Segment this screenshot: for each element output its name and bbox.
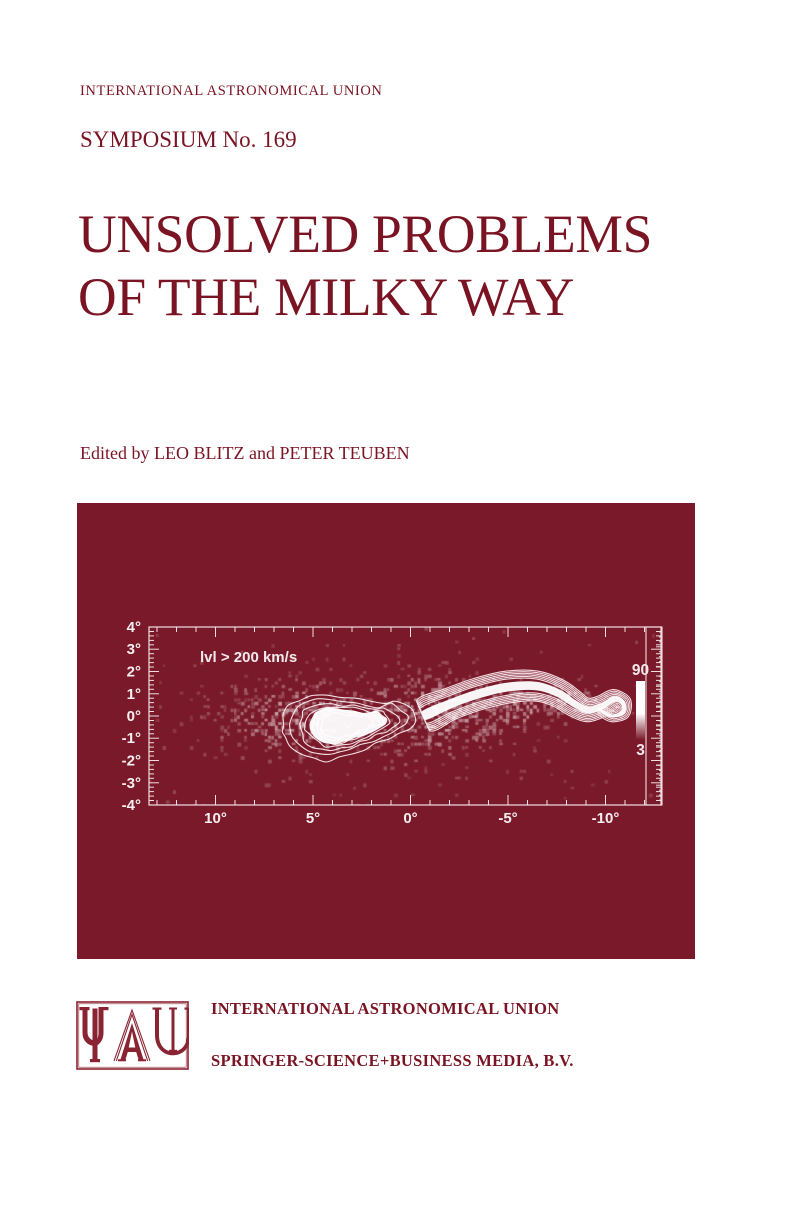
svg-text:0°: 0° bbox=[403, 810, 417, 827]
svg-text:-5°: -5° bbox=[498, 810, 517, 827]
svg-text:0°: 0° bbox=[127, 708, 141, 725]
svg-text:-2°: -2° bbox=[122, 753, 141, 770]
svg-text:3°: 3° bbox=[127, 641, 141, 658]
svg-text:-3°: -3° bbox=[122, 775, 141, 792]
svg-text:2°: 2° bbox=[127, 664, 141, 681]
svg-text:-1°: -1° bbox=[122, 730, 141, 747]
svg-text:-10°: -10° bbox=[592, 810, 620, 827]
svg-text:1°: 1° bbox=[127, 686, 141, 703]
svg-text:5°: 5° bbox=[306, 810, 320, 827]
svg-text:10°: 10° bbox=[204, 810, 227, 827]
svg-text:4°: 4° bbox=[127, 619, 141, 636]
svg-text:-4°: -4° bbox=[122, 797, 141, 814]
